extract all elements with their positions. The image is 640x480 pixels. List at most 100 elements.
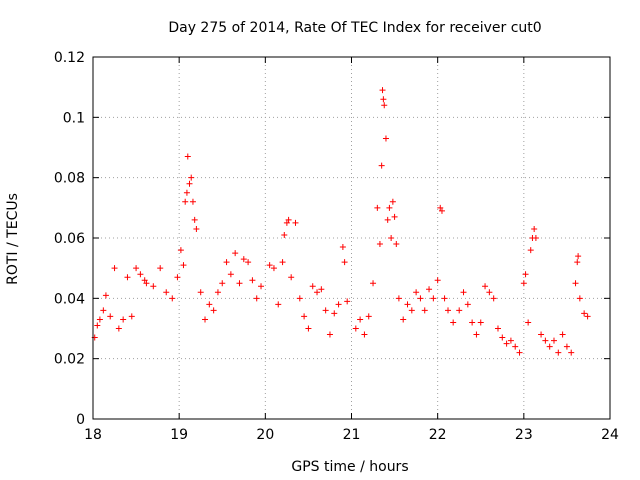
x-axis-title: GPS time / hours <box>291 459 408 475</box>
axis-tick-labels: 18 19 20 21 22 23 24 0 0.02 0.04 0.06 0.08 0.1 0.12 <box>54 50 619 443</box>
data-point <box>283 219 290 226</box>
data-point <box>120 316 127 323</box>
data-point <box>574 259 581 266</box>
data-point <box>576 295 583 302</box>
data-point <box>124 274 131 281</box>
data-point <box>275 301 282 308</box>
data-point <box>296 295 303 302</box>
data-point <box>546 343 553 350</box>
data-point <box>379 87 386 94</box>
data-point <box>202 316 209 323</box>
data-point <box>525 319 532 326</box>
data-point <box>490 295 497 302</box>
data-point <box>322 307 329 314</box>
data-point <box>555 349 562 356</box>
data-point <box>214 289 221 296</box>
data-point <box>400 316 407 323</box>
data-point <box>339 244 346 251</box>
data-point <box>157 265 164 272</box>
data-point <box>382 135 389 142</box>
data-point <box>102 292 109 299</box>
data-point <box>253 295 260 302</box>
data-point <box>189 198 196 205</box>
data-point <box>575 253 582 260</box>
data-point <box>305 325 312 332</box>
data-point <box>386 204 393 211</box>
data-point <box>107 313 114 320</box>
y-tick-label: 0.1 <box>63 110 85 126</box>
data-point <box>232 250 239 257</box>
data-point <box>584 313 591 320</box>
data-point <box>456 307 463 314</box>
axis-ticks <box>92 56 611 420</box>
data-point <box>563 343 570 350</box>
data-point <box>542 337 549 344</box>
data-point <box>191 216 198 223</box>
data-point <box>128 313 135 320</box>
data-point <box>180 262 187 269</box>
data-point <box>150 283 157 290</box>
data-point <box>532 235 539 241</box>
data-point <box>341 259 348 266</box>
data-point <box>494 325 501 332</box>
data-point <box>421 307 428 314</box>
data-point <box>111 265 118 272</box>
data-point <box>266 262 273 269</box>
data-point <box>357 316 364 323</box>
y-tick-label: 0.06 <box>54 231 85 247</box>
data-point <box>477 319 484 326</box>
data-point <box>381 102 388 109</box>
data-point <box>206 301 213 308</box>
data-point <box>227 271 234 278</box>
data-point <box>445 307 452 314</box>
data-point <box>331 310 338 317</box>
data-point <box>408 307 415 314</box>
data-point <box>434 277 441 284</box>
data-point <box>188 174 195 181</box>
data-point <box>258 283 265 290</box>
data-point <box>426 286 433 293</box>
data-point <box>219 280 226 287</box>
data-point <box>365 313 372 320</box>
data-point <box>464 301 471 308</box>
data-point <box>395 295 402 302</box>
data-point <box>292 219 299 226</box>
data-point <box>473 331 480 338</box>
x-tick-label: 23 <box>515 427 533 443</box>
y-axis-title: ROTI / TECUs <box>5 193 21 285</box>
data-point <box>301 313 308 320</box>
data-point <box>240 256 247 263</box>
y-tick-label: 0.12 <box>54 50 85 66</box>
data-point <box>531 225 538 232</box>
data-point <box>438 207 445 214</box>
data-point <box>520 280 527 287</box>
x-tick-label: 24 <box>601 427 619 443</box>
y-tick-label: 0.02 <box>54 352 85 368</box>
data-point <box>503 340 510 347</box>
data-point <box>572 280 579 287</box>
data-point <box>384 216 391 223</box>
data-point <box>522 271 529 278</box>
data-point <box>96 316 103 323</box>
data-points <box>91 87 591 356</box>
data-point <box>538 331 545 338</box>
data-point <box>309 283 316 290</box>
data-point <box>393 241 400 248</box>
data-point <box>352 325 359 332</box>
data-point <box>223 259 230 266</box>
y-tick-label: 0.04 <box>54 291 85 307</box>
x-tick-label: 19 <box>170 427 188 443</box>
data-point <box>210 307 217 314</box>
data-point <box>318 286 325 293</box>
data-point <box>430 295 437 302</box>
data-point <box>469 319 476 326</box>
data-point <box>482 283 489 290</box>
chart-title: Day 275 of 2014, Rate Of TEC Index for r… <box>168 20 541 36</box>
data-point <box>281 231 288 238</box>
data-point <box>314 289 321 296</box>
x-tick-label: 18 <box>84 427 102 443</box>
data-point <box>404 301 411 308</box>
data-point <box>143 280 150 287</box>
data-point <box>115 325 122 332</box>
